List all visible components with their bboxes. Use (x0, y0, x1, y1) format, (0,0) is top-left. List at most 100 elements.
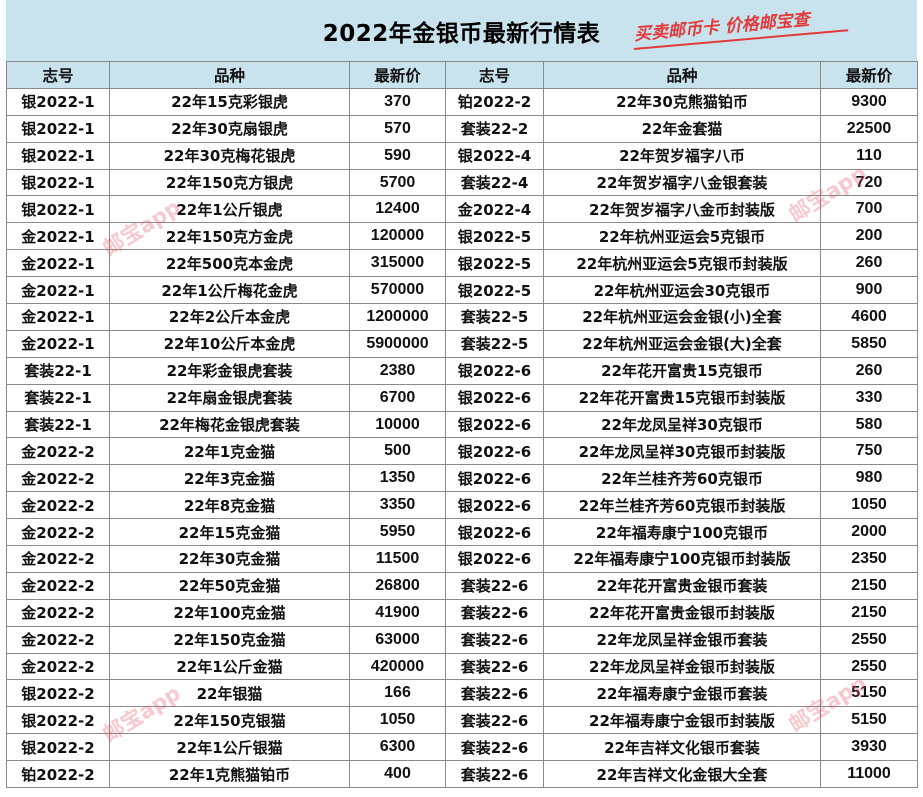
cell-price-left: 10000 (349, 410, 446, 439)
table-row: 银2022-1 22年30克扇银虎 570 套装22-2 22年金套猫 22500 (6, 114, 918, 143)
cell-variety-right: 22年花开富贵金银币套装 (543, 571, 821, 600)
cell-code-left: 银2022-2 (6, 679, 110, 708)
cell-price-left: 500 (349, 437, 446, 466)
table-row: 金2022-1 22年500克本金虎 315000 银2022-5 22年杭州亚运会5克… (6, 249, 918, 278)
cell-code-right: 套装22-6 (445, 760, 544, 789)
table-row: 金2022-1 22年10公斤本金虎 5900000 套装22-5 22年杭州亚运会金银… (6, 329, 918, 358)
cell-price-right: 2000 (820, 518, 918, 547)
cell-code-right: 套装22-6 (445, 706, 544, 735)
cell-price-left: 26800 (349, 571, 446, 600)
cell-variety-left: 22年1克熊猫铂币 (109, 760, 350, 789)
table-row: 金2022-2 22年1克金猫 500 银2022-6 22年龙凤呈祥30克银币封装版 7… (6, 437, 918, 466)
table-row: 金2022-2 22年3克金猫 1350 银2022-6 22年兰桂齐芳60克银币 980 (6, 464, 918, 493)
cell-code-right: 套装22-6 (445, 571, 544, 600)
cell-variety-right: 22年福寿康宁100克银币封装版 (543, 545, 821, 573)
cell-code-right: 银2022-5 (445, 249, 544, 278)
cell-variety-right: 22年龙凤呈祥金银币封装版 (543, 652, 821, 681)
cell-code-right: 银2022-6 (445, 464, 544, 493)
cell-variety-left: 22年1公斤银虎 (109, 195, 350, 224)
cell-code-left: 金2022-2 (6, 625, 110, 654)
cell-price-right: 260 (820, 249, 918, 278)
cell-price-right: 3930 (820, 733, 918, 762)
table-row: 金2022-2 22年50克金猫 26800 套装22-6 22年花开富贵金银币套装 21… (6, 571, 918, 600)
cell-price-right: 22500 (820, 114, 918, 143)
cell-price-right: 1050 (820, 491, 918, 520)
cell-variety-right: 22年兰桂齐芳60克银币 (543, 464, 821, 493)
cell-code-left: 银2022-1 (6, 87, 110, 116)
cell-code-right: 套装22-6 (445, 598, 544, 627)
cell-price-right: 2150 (820, 598, 918, 627)
cell-variety-right: 22年贺岁福字八币 (543, 141, 821, 170)
cell-variety-left: 22年150克方银虎 (109, 168, 350, 197)
table-row: 银2022-1 22年15克彩银虎 370 铂2022-2 22年30克熊猫铂币 9300 (6, 87, 918, 116)
cell-code-left: 金2022-1 (6, 276, 110, 305)
cell-variety-left: 22年100克金猫 (109, 598, 350, 627)
cell-code-left: 金2022-2 (6, 652, 110, 681)
cell-price-right: 4600 (820, 303, 918, 331)
cell-code-left: 铂2022-2 (6, 760, 110, 789)
cell-code-left: 套装22-1 (6, 383, 110, 412)
cell-variety-right: 22年吉祥文化金银大全套 (543, 760, 821, 789)
header-code-right: 志号 (445, 61, 544, 89)
cell-variety-left: 22年150克银猫 (109, 706, 350, 735)
cell-variety-left: 22年1公斤银猫 (109, 733, 350, 762)
cell-code-left: 金2022-1 (6, 329, 110, 358)
cell-code-right: 银2022-6 (445, 518, 544, 547)
cell-code-left: 金2022-2 (6, 464, 110, 493)
cell-price-right: 2150 (820, 571, 918, 600)
cell-code-right: 套装22-6 (445, 679, 544, 708)
table-body: 银2022-1 22年15克彩银虎 370 铂2022-2 22年30克熊猫铂币 9300… (6, 87, 918, 789)
table-row: 银2022-2 22年1公斤银猫 6300 套装22-6 22年吉祥文化银币套装 3930 (6, 733, 918, 762)
cell-price-left: 570000 (349, 276, 446, 305)
cell-code-left: 金2022-2 (6, 545, 110, 573)
cell-price-right: 750 (820, 437, 918, 466)
cell-variety-left: 22年梅花金银虎套装 (109, 410, 350, 439)
cell-code-left: 金2022-1 (6, 222, 110, 251)
cell-code-right: 套装22-2 (445, 114, 544, 143)
cell-variety-right: 22年贺岁福字八金银套装 (543, 168, 821, 197)
table-row: 银2022-2 22年银猫 166 套装22-6 22年福寿康宁金银币套装 5150 (6, 679, 918, 708)
cell-code-right: 银2022-6 (445, 356, 544, 385)
cell-price-left: 1050 (349, 706, 446, 735)
cell-code-left: 银2022-2 (6, 706, 110, 735)
cell-code-left: 金2022-2 (6, 571, 110, 600)
cell-code-left: 套装22-1 (6, 356, 110, 385)
cell-price-right: 2550 (820, 625, 918, 654)
cell-code-right: 套装22-5 (445, 303, 544, 331)
cell-variety-right: 22年福寿康宁金银币套装 (543, 679, 821, 708)
cell-price-right: 2350 (820, 545, 918, 573)
cell-code-right: 套装22-6 (445, 625, 544, 654)
cell-code-left: 金2022-2 (6, 437, 110, 466)
cell-code-left: 金2022-1 (6, 249, 110, 278)
cell-code-right: 套装22-5 (445, 329, 544, 358)
cell-variety-left: 22年15克彩银虎 (109, 87, 350, 116)
cell-variety-left: 22年扇金银虎套装 (109, 383, 350, 412)
cell-price-left: 63000 (349, 625, 446, 654)
cell-price-right: 5850 (820, 329, 918, 358)
table-row: 金2022-2 22年8克金猫 3350 银2022-6 22年兰桂齐芳60克银币封装版… (6, 491, 918, 520)
table-row: 套装22-1 22年彩金银虎套装 2380 银2022-6 22年花开富贵15克银币 26… (6, 356, 918, 385)
cell-code-right: 银2022-6 (445, 383, 544, 412)
cell-price-right: 200 (820, 222, 918, 251)
cell-price-left: 6700 (349, 383, 446, 412)
cell-variety-left: 22年2公斤本金虎 (109, 303, 350, 331)
cell-price-left: 400 (349, 760, 446, 789)
cell-variety-right: 22年金套猫 (543, 114, 821, 143)
cell-code-right: 银2022-6 (445, 545, 544, 573)
cell-price-right: 980 (820, 464, 918, 493)
page-title: 2022年金银币最新行情表 (322, 21, 601, 47)
table-row: 金2022-1 22年2公斤本金虎 1200000 套装22-5 22年杭州亚运会金银(… (6, 303, 918, 331)
cell-variety-right: 22年吉祥文化银币套装 (543, 733, 821, 762)
cell-variety-right: 22年花开富贵金银币封装版 (543, 598, 821, 627)
cell-variety-left: 22年30克梅花银虎 (109, 141, 350, 170)
cell-price-left: 420000 (349, 652, 446, 681)
cell-variety-right: 22年杭州亚运会5克银币封装版 (543, 249, 821, 278)
cell-price-right: 110 (820, 141, 918, 170)
cell-price-right: 5150 (820, 679, 918, 708)
table-row: 金2022-1 22年150克方金虎 120000 银2022-5 22年杭州亚运会5克… (6, 222, 918, 251)
cell-price-left: 1350 (349, 464, 446, 493)
cell-code-right: 银2022-6 (445, 491, 544, 520)
cell-variety-right: 22年龙凤呈祥30克银币 (543, 410, 821, 439)
cell-variety-right: 22年30克熊猫铂币 (543, 87, 821, 116)
table-row: 铂2022-2 22年1克熊猫铂币 400 套装22-6 22年吉祥文化金银大全套 110… (6, 760, 918, 789)
